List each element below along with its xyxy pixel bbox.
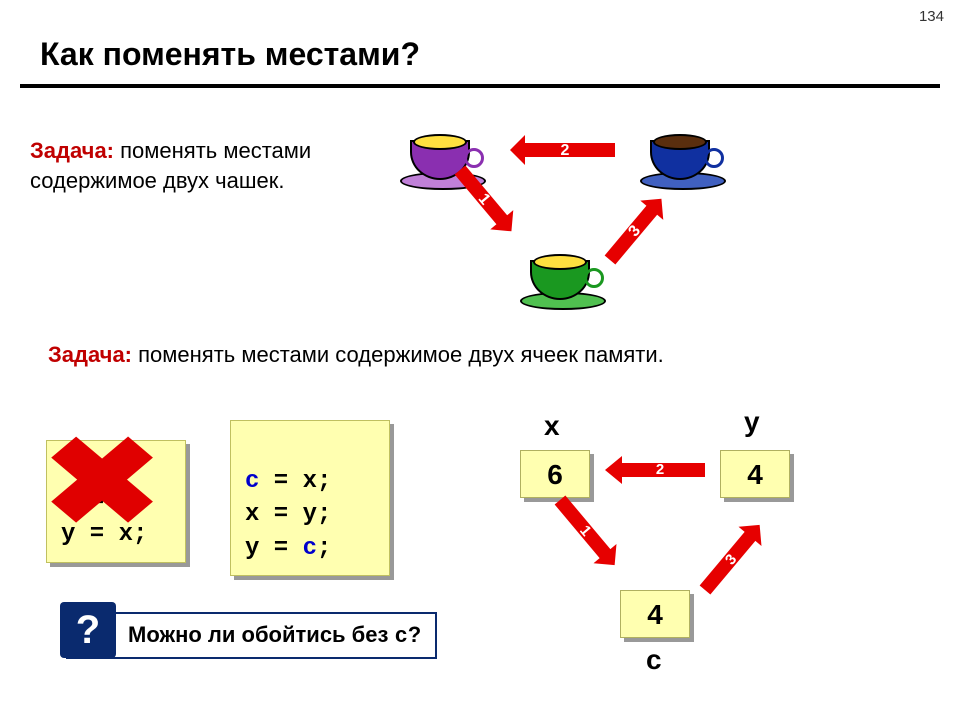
code-wrong-line2: y = x; [61, 521, 147, 548]
cells-arrows: 2 1 3 [500, 430, 830, 660]
cups-arrows: 2 1 3 [380, 110, 760, 340]
page-number: 134 [919, 8, 944, 25]
task2-label: Задача: [48, 342, 132, 367]
slide: 134 Как поменять местами? Задача: поменя… [0, 0, 960, 720]
code-wrong-line1: x = y; [61, 488, 147, 515]
code-r1-rest: = x; [259, 468, 331, 495]
arrow-2-label: 2 [561, 142, 570, 159]
slide-title: Как поменять местами? [40, 36, 420, 73]
task1-text: Задача: поменять местами содержимое двух… [30, 136, 390, 195]
question-post: ? [408, 622, 421, 647]
cells-arrow-2-icon: 2 [605, 456, 705, 484]
question-mark-icon: ? [60, 602, 116, 658]
code-r2: x = y; [245, 501, 331, 528]
code-r3-start: y = [245, 535, 303, 562]
arrow-3-icon: 3 [599, 189, 673, 270]
code-right: c = x; x = y; y = c; [230, 420, 390, 576]
question-pre: Можно ли обойтись без [128, 622, 395, 647]
code-c2: c [303, 535, 317, 562]
arrow-2-icon: 2 [510, 135, 615, 165]
cells-arrow-1-icon: 1 [549, 490, 627, 574]
code-c1: c [245, 468, 259, 495]
cells-arrow-2-label: 2 [656, 461, 664, 478]
cells-arrow-3-icon: 3 [694, 515, 772, 599]
title-underline [20, 84, 940, 88]
question-box: ? Можно ли обойтись без c? [66, 612, 437, 659]
question-c: c [395, 624, 408, 649]
arrow-1-icon: 1 [449, 160, 523, 241]
code-wrong: x = y; y = x; [46, 440, 186, 563]
task1-label: Задача: [30, 138, 114, 163]
task2-text: Задача: поменять местами содержимое двух… [48, 340, 868, 370]
task2-body: поменять местами содержимое двух ячеек п… [132, 342, 664, 367]
code-r3-end: ; [317, 535, 331, 562]
